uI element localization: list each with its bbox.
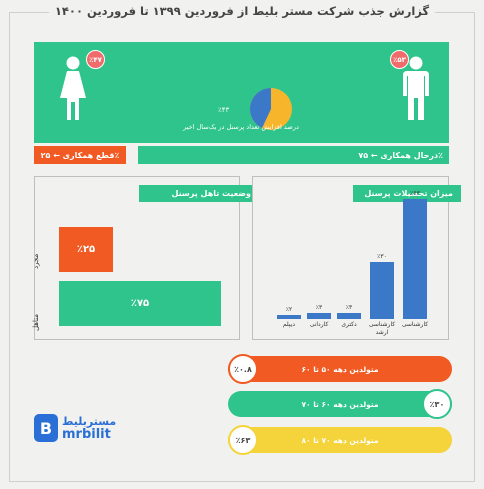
ongoing-cooperation-strip: درحال همکاری ← ۷۵٪: [138, 146, 449, 164]
education-bar-category: دکتری: [341, 321, 357, 328]
education-bar-category: کارشناسی ارشد: [368, 321, 396, 336]
education-bar-value: ٪۶۳: [410, 190, 420, 197]
education-bar: [337, 313, 361, 319]
logo-name-en: mrbilit: [62, 427, 111, 442]
decade-pill-60-70: متولدین دهه ۶۰ تا ۷۰: [228, 391, 452, 417]
ended-cooperation-label: قطع همکاری ← ۲۵٪: [40, 150, 120, 160]
education-bar-value: ٪۲: [285, 306, 293, 314]
pie-slice-growth: [250, 88, 271, 129]
decade-value-60-70: ٪۳۰: [422, 389, 452, 419]
education-bar-value: ٪۳: [315, 304, 323, 312]
marital-bar-married: ٪۷۵: [59, 281, 221, 326]
marital-status-panel: وضعیت تاهل پرسنل ٪۲۵ ٪۷۵ مجرد متاهل: [32, 176, 259, 340]
female-percent-badge: ٪۴۷: [86, 50, 105, 69]
logo-name-fa: مستربلیط: [62, 415, 117, 428]
mrbilit-logo: B مستربلیط mrbilit: [34, 414, 116, 442]
education-bar-category: دیپلم: [282, 321, 296, 328]
growth-pie-chart: [250, 88, 292, 130]
education-bar-value: ٪۳۰: [377, 252, 387, 260]
education-bar-value: ٪۳: [345, 304, 353, 312]
education-panel: میزان تحصیلات پرسنل ٪۶۳ کارشناسی ٪۳۰ کارشنا…: [252, 176, 461, 340]
education-title: میزان تحصیلات پرسنل: [353, 185, 461, 202]
education-bar: [403, 199, 427, 319]
growth-caption: درصد افزایش تعداد پرسنل در یک‌سال اخیر: [183, 123, 299, 131]
decade-value-70-80: ٪۶۳: [228, 425, 258, 455]
education-bar: [370, 261, 394, 319]
education-bar-category: کاردانی: [309, 321, 329, 328]
report-title: گزارش جذب شرکت مستر بلیط از فروردین ۱۳۹۹…: [0, 4, 484, 18]
decade-label-50-60: متولدین دهه ۵۰ تا ۶۰: [301, 364, 379, 374]
decade-label-70-80: متولدین دهه ۷۰ تا ۸۰: [301, 435, 379, 445]
decade-label-60-70: متولدین دهه ۶۰ تا ۷۰: [301, 399, 379, 409]
marital-bar-single: ٪۲۵: [59, 227, 113, 272]
ongoing-cooperation-label: درحال همکاری ← ۷۵٪: [358, 150, 443, 160]
marital-status-title: وضعیت تاهل پرسنل: [139, 185, 259, 202]
education-bar-category: کارشناسی: [401, 321, 429, 328]
ended-cooperation-strip: قطع همکاری ← ۲۵٪: [34, 146, 126, 164]
pie-value-label: ٪۴۳: [218, 106, 230, 114]
marital-label-single: مجرد: [32, 253, 40, 269]
male-figure-icon: [402, 56, 430, 122]
education-bar: [307, 313, 331, 319]
male-percent-badge: ٪۵۳: [390, 50, 409, 69]
decade-value-50-60: ٪۰.۸: [228, 354, 258, 384]
logo-mark: B: [34, 414, 58, 442]
decade-pill-50-60: متولدین دهه ۵۰ تا ۶۰: [228, 356, 452, 382]
education-bar: [277, 315, 301, 319]
decade-pill-70-80: متولدین دهه ۷۰ تا ۸۰: [228, 427, 452, 453]
gender-growth-band: ٪۴۷ ٪۵۳ ٪۴۳ درصد افزایش تعداد پرسنل در ی…: [34, 42, 449, 143]
marital-label-married: متاهل: [32, 314, 40, 331]
female-figure-icon: [58, 56, 88, 122]
